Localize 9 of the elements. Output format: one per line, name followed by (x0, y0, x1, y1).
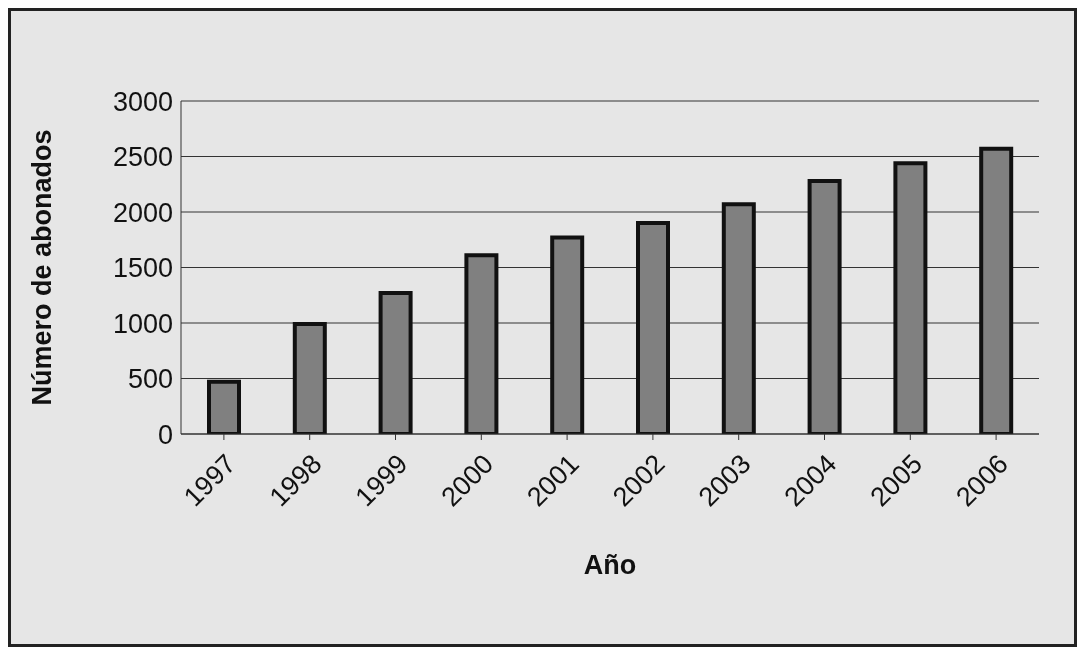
y-axis-title: Número de abonados (26, 129, 57, 406)
x-axis-title: Año (583, 550, 637, 580)
y-tick-label: 3000 (112, 86, 173, 117)
y-tick-label: 1500 (112, 253, 173, 284)
y-tick-label: 0 (157, 419, 173, 450)
y-tick-label: 2000 (112, 197, 173, 228)
y-tick-label: 1000 (112, 308, 173, 339)
y-tick-label: 500 (127, 364, 173, 395)
y-tick-label: 2500 (112, 142, 173, 173)
